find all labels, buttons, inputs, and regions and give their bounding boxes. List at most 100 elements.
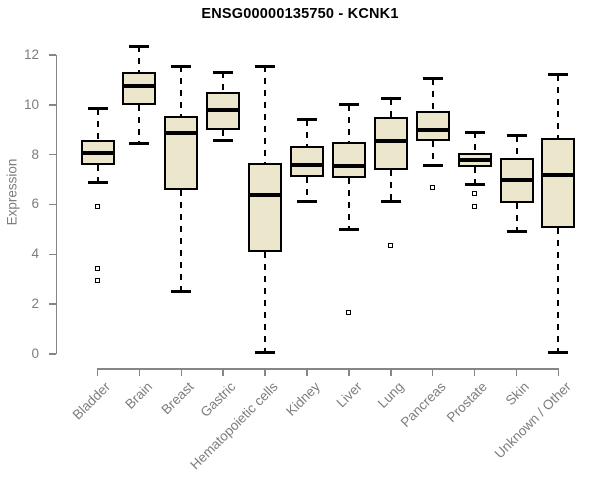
y-tick bbox=[48, 54, 56, 56]
whisker-upper bbox=[96, 108, 99, 140]
whisker-lower bbox=[347, 178, 350, 230]
x-tick bbox=[180, 369, 183, 376]
x-tick bbox=[390, 369, 392, 376]
median-line bbox=[331, 163, 366, 168]
x-tick bbox=[348, 369, 350, 376]
x-tick-label-gastric: Gastric bbox=[197, 379, 239, 420]
x-tick bbox=[557, 369, 560, 376]
whisker-cap-lower bbox=[422, 164, 443, 168]
whisker-cap-lower bbox=[380, 200, 401, 204]
outlier-point bbox=[472, 190, 478, 196]
whisker-upper bbox=[180, 66, 183, 116]
median-line bbox=[164, 131, 199, 136]
whisker-upper bbox=[473, 132, 476, 154]
whisker-lower bbox=[180, 189, 183, 292]
whisker-lower bbox=[557, 228, 560, 353]
whisker-cap-lower bbox=[548, 351, 569, 355]
outlier-point bbox=[346, 310, 352, 316]
y-tick-label: 10 bbox=[23, 96, 39, 112]
whisker-cap-upper bbox=[506, 134, 527, 138]
outlier-point bbox=[95, 265, 100, 271]
y-tick-label: 2 bbox=[31, 296, 39, 312]
median-line bbox=[248, 192, 283, 197]
whisker-cap-upper bbox=[422, 77, 443, 81]
whisker-cap-upper bbox=[213, 70, 234, 74]
box-kidney bbox=[290, 145, 324, 178]
whisker-lower bbox=[222, 129, 225, 141]
box-lung bbox=[373, 117, 408, 170]
whisker-cap-lower bbox=[213, 139, 234, 143]
y-tick bbox=[48, 253, 56, 256]
x-tick-label-lung: Lung bbox=[374, 379, 407, 411]
whisker-cap-upper bbox=[464, 130, 485, 134]
box-unknown-other bbox=[541, 138, 576, 229]
whisker-cap-upper bbox=[548, 73, 569, 77]
y-tick-label: 12 bbox=[23, 46, 39, 62]
y-axis-label: Expression bbox=[4, 158, 20, 226]
y-axis-line bbox=[55, 54, 57, 354]
x-tick bbox=[431, 369, 434, 376]
box-hematopoietic-cells bbox=[248, 163, 283, 252]
chart-title: ENSG00000135750 - KCNK1 bbox=[201, 6, 399, 22]
whisker-lower bbox=[306, 177, 308, 202]
whisker-upper bbox=[431, 78, 434, 112]
whisker-cap-lower bbox=[464, 183, 485, 187]
whisker-cap-lower bbox=[171, 290, 192, 294]
outlier-point bbox=[472, 204, 478, 210]
x-tick-label-pancreas: Pancreas bbox=[397, 379, 449, 430]
y-tick bbox=[48, 203, 56, 206]
y-tick bbox=[48, 153, 56, 156]
x-tick-label-skin: Skin bbox=[502, 379, 533, 409]
whisker-cap-lower bbox=[129, 141, 150, 145]
whisker-cap-upper bbox=[380, 97, 401, 101]
x-tick bbox=[306, 369, 308, 376]
x-tick-label-bladder: Bladder bbox=[69, 379, 114, 423]
whisker-upper bbox=[138, 46, 141, 73]
whisker-upper bbox=[222, 72, 225, 93]
whisker-cap-lower bbox=[338, 227, 359, 231]
whisker-upper bbox=[264, 66, 267, 164]
whisker-lower bbox=[389, 169, 392, 202]
x-tick bbox=[473, 369, 476, 376]
box-breast bbox=[164, 116, 199, 190]
whisker-upper bbox=[347, 104, 350, 143]
y-tick-label: 6 bbox=[31, 196, 39, 212]
outlier-point bbox=[430, 184, 436, 190]
whisker-cap-upper bbox=[87, 107, 108, 111]
outlier-point bbox=[95, 204, 100, 210]
whisker-cap-upper bbox=[297, 118, 317, 122]
whisker-cap-lower bbox=[255, 351, 276, 355]
whisker-cap-upper bbox=[129, 44, 150, 48]
median-line bbox=[206, 107, 241, 112]
y-tick bbox=[48, 353, 56, 355]
x-tick-label-prostate: Prostate bbox=[444, 379, 491, 426]
x-tick bbox=[264, 369, 266, 376]
x-tick-label-breast: Breast bbox=[158, 379, 197, 418]
whisker-lower bbox=[138, 104, 141, 144]
whisker-cap-lower bbox=[506, 230, 527, 234]
whisker-cap-upper bbox=[171, 64, 192, 68]
x-tick bbox=[515, 369, 518, 376]
box-brain bbox=[122, 72, 157, 105]
x-tick bbox=[138, 369, 141, 376]
y-tick bbox=[48, 104, 56, 106]
box-liver bbox=[331, 142, 366, 179]
whisker-upper bbox=[306, 119, 308, 146]
median-line bbox=[499, 177, 534, 182]
x-tick bbox=[96, 369, 99, 376]
whisker-lower bbox=[473, 167, 476, 185]
whisker-upper bbox=[557, 74, 560, 139]
whisker-lower bbox=[515, 203, 518, 232]
median-line bbox=[290, 162, 324, 167]
whisker-lower bbox=[264, 251, 267, 353]
x-tick-label-unknown-other: Unknown / Other bbox=[491, 379, 575, 462]
whisker-cap-upper bbox=[255, 64, 276, 68]
outlier-point bbox=[388, 243, 394, 249]
whisker-cap-upper bbox=[338, 103, 359, 107]
whisker-upper bbox=[515, 135, 518, 159]
y-tick bbox=[48, 303, 56, 305]
whisker-lower bbox=[96, 164, 99, 183]
whisker-cap-lower bbox=[297, 200, 317, 204]
median-line bbox=[541, 172, 576, 177]
